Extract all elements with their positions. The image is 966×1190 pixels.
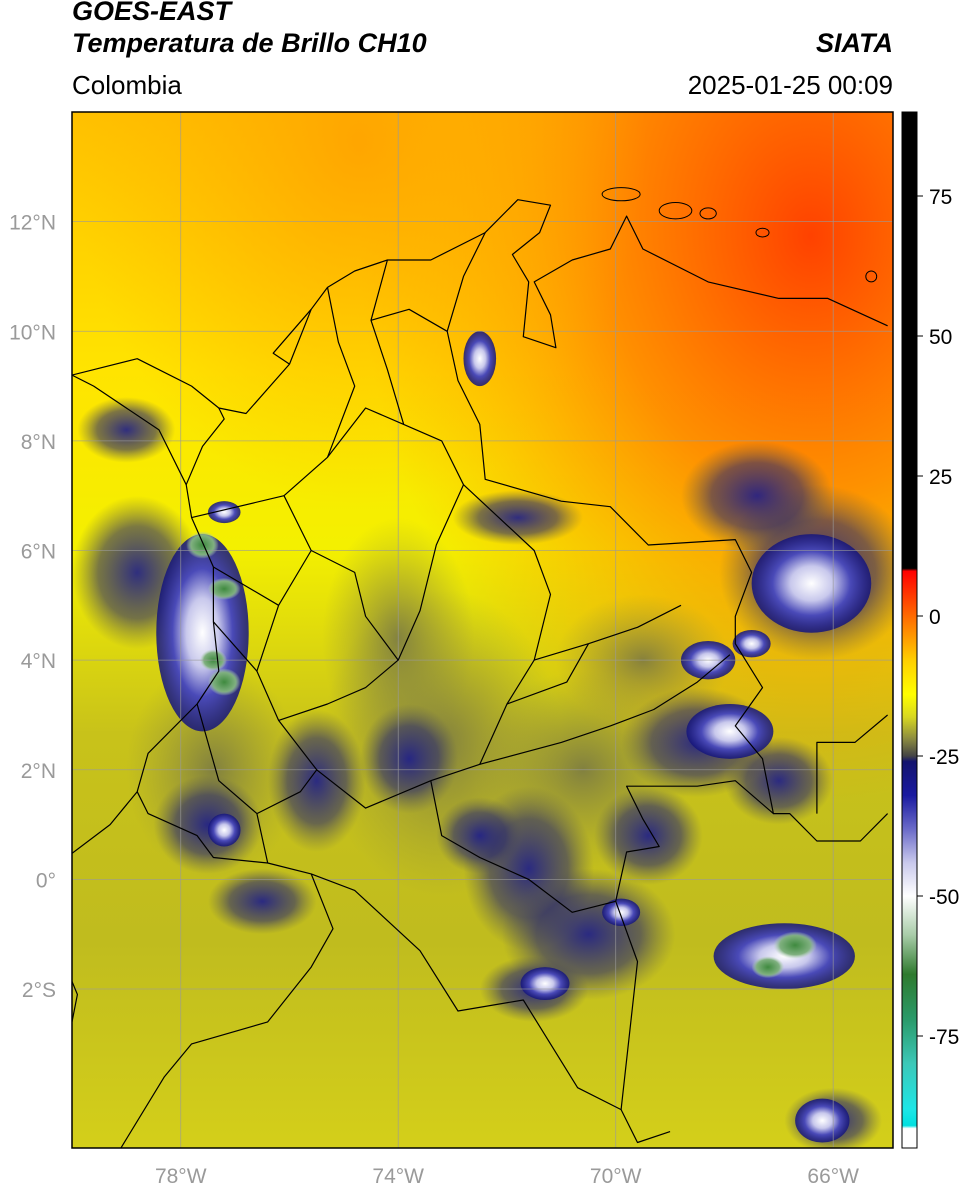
- map-frame: [71, 111, 894, 1149]
- cloud-haze: [724, 736, 834, 825]
- coastline: [72, 374, 220, 1023]
- lon-tick-label: 70°W: [590, 1165, 642, 1188]
- colorbar-tick-label: -75: [929, 1026, 959, 1049]
- cloud-haze: [436, 797, 524, 874]
- cold-core: [751, 956, 785, 979]
- cloud-haze: [153, 775, 263, 874]
- timestamp-label: 2025-01-25 00:09: [687, 70, 893, 100]
- colorbar-scale: [901, 111, 918, 1149]
- political-border: [479, 654, 731, 765]
- colorbar-tick-label: -25: [929, 746, 959, 769]
- map-gridlines: [72, 112, 893, 1148]
- political-border: [212, 621, 258, 672]
- convective-cloud: [732, 630, 771, 658]
- political-border: [506, 643, 590, 705]
- cloud-haze: [77, 397, 176, 463]
- colorbar-tick-label: -50: [929, 886, 959, 909]
- political-border: [272, 308, 312, 365]
- political-border: [120, 873, 334, 1148]
- convective-cloud: [207, 813, 241, 847]
- political-border: [773, 813, 889, 842]
- political-border: [136, 232, 774, 1111]
- lat-tick-label: 10°N: [9, 321, 56, 344]
- lat-tick-label: 4°N: [21, 650, 56, 673]
- political-border: [213, 566, 279, 606]
- cloud-haze: [360, 704, 459, 814]
- lat-tick-label: 2°N: [21, 760, 56, 783]
- map-plot-area: [72, 112, 893, 1148]
- colorbar-tick-label: 50: [929, 326, 952, 349]
- political-border: [370, 308, 448, 332]
- convective-cloud: [602, 898, 641, 927]
- political-border: [326, 287, 356, 458]
- cloud-haze: [680, 440, 834, 551]
- political-border: [620, 1109, 671, 1144]
- political-border: [816, 714, 888, 814]
- cold-core: [207, 668, 241, 696]
- satellite-title: GOES-EAST: [72, 0, 232, 26]
- convective-cloud: [156, 534, 249, 732]
- political-border: [256, 769, 318, 815]
- map-axis-labels: 78°W 74°W 70°W 66°W 12°N 10°N 8°N 6°N 4°N 2°N 0° 2°…: [9, 212, 859, 1188]
- lat-tick-label: 12°N: [9, 212, 56, 235]
- product-title: Temperatura de Brillo CH10: [72, 28, 427, 58]
- island-outline: [658, 201, 693, 220]
- cloud-haze: [593, 786, 703, 885]
- cold-core: [773, 931, 817, 959]
- lat-tick-label: 8°N: [21, 431, 56, 454]
- convective-cloud: [207, 501, 241, 524]
- convective-cloud: [795, 1098, 850, 1143]
- cloud-haze: [452, 490, 584, 546]
- convective-cloud: [463, 331, 497, 387]
- cloud-haze: [267, 709, 366, 852]
- island-outline: [699, 207, 717, 220]
- colorbar-ticks: 75 50 25 0 -25 -50 -75: [917, 186, 959, 1049]
- cold-core: [186, 531, 219, 559]
- coastline: [185, 407, 225, 485]
- political-border: [191, 495, 285, 519]
- lat-tick-label: 0°: [36, 869, 56, 892]
- political-border: [370, 259, 405, 425]
- lon-tick-label: 78°W: [155, 1165, 207, 1188]
- cloud-haze: [207, 868, 317, 935]
- political-border: [534, 604, 682, 661]
- colorbar-tick-label: 25: [929, 466, 952, 489]
- political-border: [430, 780, 616, 913]
- island-outline: [865, 270, 878, 283]
- convective-cloud: [520, 967, 570, 1000]
- lat-tick-label: 6°N: [21, 541, 56, 564]
- lat-tick-label: 2°S: [22, 979, 56, 1002]
- island-outline: [755, 227, 770, 238]
- coastline: [72, 199, 888, 415]
- political-border: [196, 703, 269, 864]
- region-label: Colombia: [72, 70, 182, 100]
- colorbar: 75 50 25 0 -25 -50 -75: [901, 111, 959, 1149]
- coastline-and-borders: [72, 187, 889, 1148]
- convective-cloud: [686, 704, 774, 759]
- lon-tick-label: 74°W: [372, 1165, 424, 1188]
- source-label: SIATA: [816, 28, 893, 58]
- island-outline: [601, 187, 641, 202]
- lon-tick-label: 66°W: [807, 1165, 859, 1188]
- colorbar-tick-label: 0: [929, 606, 941, 629]
- cold-core: [207, 577, 241, 600]
- colorbar-tick-label: 75: [929, 186, 952, 209]
- political-border: [310, 549, 399, 661]
- cloud-features: [72, 331, 893, 1148]
- convective-cloud: [751, 534, 872, 633]
